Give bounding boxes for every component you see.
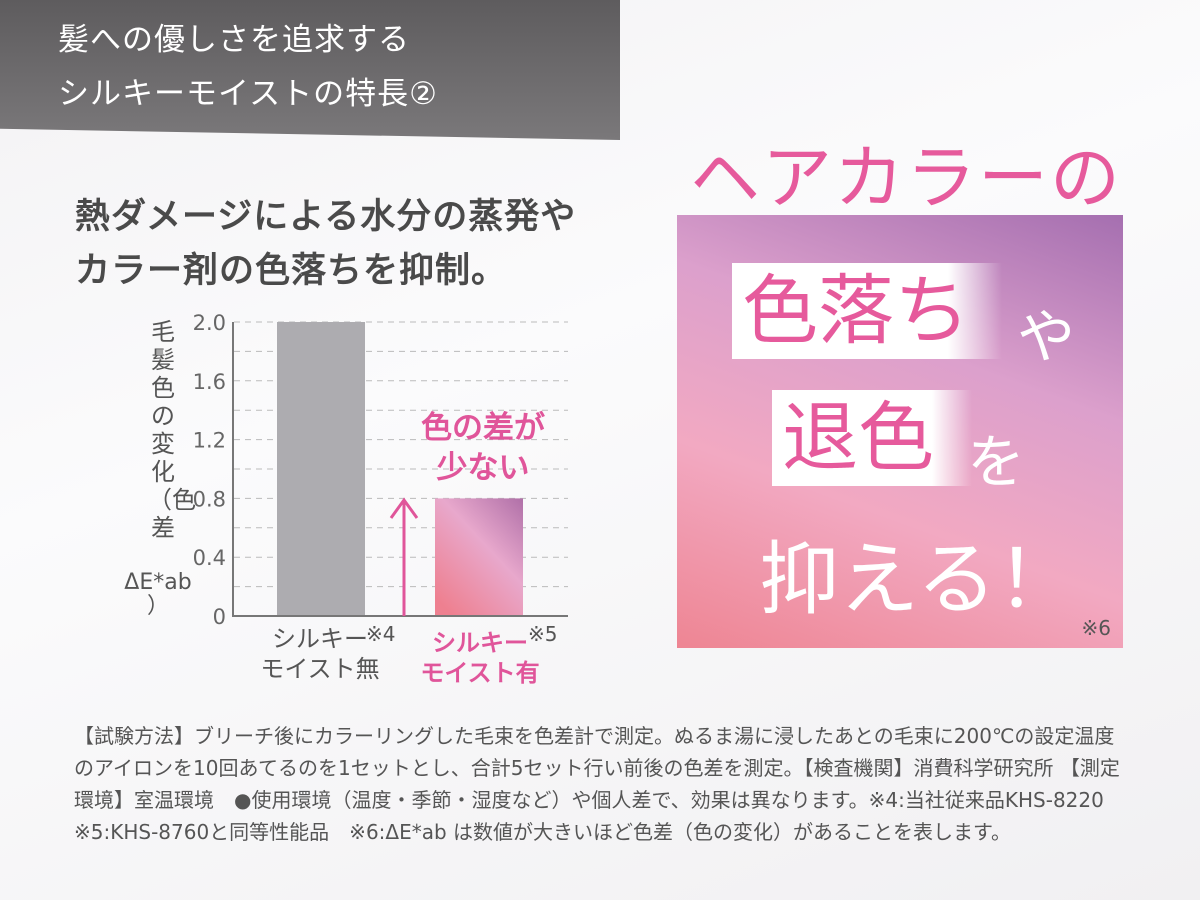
banner-line1: 髪への優しさを追求する — [58, 22, 410, 58]
footnote-line: 【試験方法】ブリーチ後にカラーリングした毛束を色差計で測定。ぬるま湯に浸したあと… — [74, 724, 1115, 748]
y-label-close: ） — [146, 594, 169, 619]
promo-line3: 抑える！ — [759, 533, 1077, 626]
y-tick-label: 2.0 — [193, 311, 226, 335]
note-5: ※5 — [528, 622, 558, 646]
y-tick-label: 1.2 — [193, 429, 226, 453]
note-4: ※4 — [366, 622, 396, 646]
promo-particle-2: を — [967, 428, 1026, 496]
promo-panel: 色落ち や 退色 を 抑える！ ※6 — [677, 215, 1123, 648]
footnote: 【試験方法】ブリーチ後にカラーリングした毛束を色差計で測定。ぬるま湯に浸したあと… — [74, 720, 1134, 848]
y-label-text: 毛髪色の変化（色差 — [148, 318, 196, 542]
footnote-line: のアイロンを10回あてるのを1セットとし、合計5セット行い前後の色差を測定。【検… — [74, 756, 1120, 780]
annotation-line2: 少ない — [436, 450, 530, 486]
promo-particle-1: や — [1017, 303, 1076, 371]
y-tick-label: 1.6 — [193, 370, 226, 394]
promo-box-2: 退色 — [772, 390, 972, 486]
bar-1 — [435, 498, 523, 616]
banner-line2: シルキーモイストの特長② — [58, 76, 438, 112]
annotation-line1: 色の差が — [421, 410, 545, 446]
headline-line1: 熱ダメージによる水分の蒸発や — [75, 197, 577, 237]
bar-0 — [277, 322, 365, 616]
cat0-line1: シルキー — [272, 625, 368, 653]
y-tick-label: 0.4 — [193, 546, 226, 570]
chart-annotation: 色の差が 少ない — [408, 408, 558, 488]
y-label-unit: ΔE*ab — [124, 570, 192, 595]
footnote-line: ※5:KHS-8760と同等性能品 ※6:ΔE*ab は数値が大きいほど色差（色… — [74, 820, 1012, 844]
cat0-line2: モイスト無 — [260, 655, 380, 683]
promo-title: ヘアカラーの — [690, 137, 1122, 219]
arrow-icon — [389, 497, 419, 616]
footnote-line: 環境】室温環境 ●使用環境（温度・季節・湿度など）や個人差で、効果は異なります。… — [74, 788, 1104, 812]
header-banner: 髪への優しさを追求する シルキーモイストの特長② — [0, 0, 620, 140]
y-tick-label: 0.8 — [193, 487, 226, 511]
promo-box-1: 色落ち — [732, 263, 1002, 359]
y-tick-label: 0 — [213, 605, 226, 629]
category-label-0: シルキー モイスト無 — [250, 624, 390, 684]
cat1-line2: モイスト有 — [420, 659, 540, 687]
category-label-1: シルキー モイスト有 — [410, 628, 550, 688]
cat1-line1: シルキー — [432, 629, 528, 657]
y-axis-label: 毛髪色の変化（色差 ΔE*ab ） — [124, 318, 196, 619]
headline-line2: カラー剤の色落ちを抑制。 — [75, 251, 508, 291]
note-6: ※6 — [1081, 616, 1111, 640]
